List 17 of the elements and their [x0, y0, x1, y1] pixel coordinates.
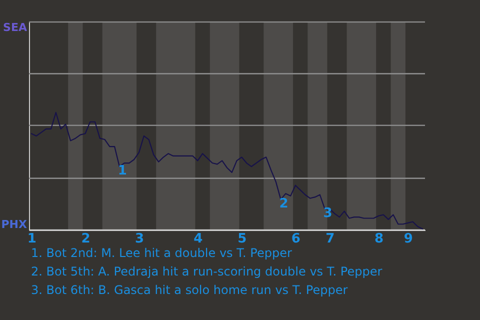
x-tick-label: 1 — [27, 232, 36, 246]
x-tick-label: 6 — [291, 232, 300, 246]
annotation: 2 — [279, 196, 288, 212]
x-tick-label: 9 — [404, 232, 413, 246]
ref-line-label: SEA — [3, 21, 28, 34]
text: 1. Bot 2nd: M. Lee hit a double vs T. Pepper — [31, 246, 292, 260]
ref-line-label: PHX — [1, 218, 28, 231]
x-tick-label: 7 — [326, 232, 335, 246]
annotation: 3 — [323, 206, 332, 221]
x-tick-label: 8 — [374, 232, 384, 246]
x-tick-label: 5 — [238, 232, 247, 246]
x-tick-label: 3 — [134, 232, 144, 246]
text: 2. Bot 5th: A. Pedraja hit a run-scoring double vs T. Pepper — [31, 264, 382, 278]
x-tick-label: 2 — [81, 232, 90, 246]
x-tick-label: 4 — [194, 232, 203, 246]
text: 3. Bot 6th: B. Gasca hit a solo home run vs T. Pepper — [31, 283, 348, 297]
annotation: 1 — [118, 164, 127, 179]
